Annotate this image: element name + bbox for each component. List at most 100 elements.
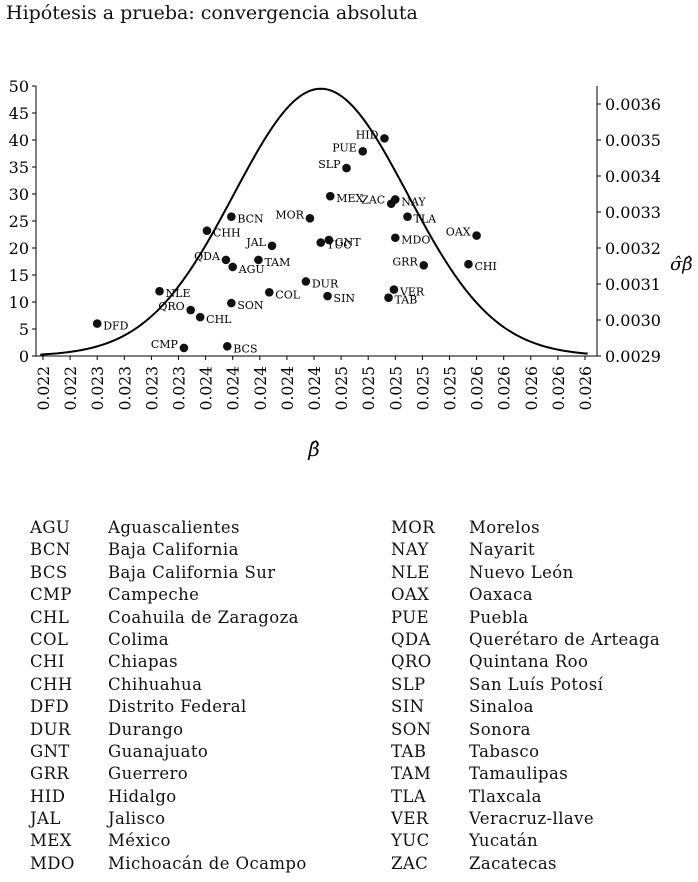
point-label-gnt: GNT bbox=[335, 236, 361, 249]
right-tick-label: 0.0031 bbox=[605, 275, 661, 294]
right-tick-label: 0.0030 bbox=[605, 311, 661, 330]
legend-abbr: TAM bbox=[391, 764, 432, 784]
chart-title: Hipótesis a prueba: convergencia absolut… bbox=[6, 2, 418, 24]
x-axis-label: β̂ bbox=[307, 437, 320, 461]
x-tick-label: 0.023 bbox=[89, 366, 107, 410]
legend-abbr: CHL bbox=[30, 607, 70, 627]
legend-name: Nayarit bbox=[469, 540, 536, 560]
left-tick-label: 15 bbox=[9, 266, 29, 285]
point-gnt bbox=[324, 235, 334, 245]
point-son bbox=[227, 298, 236, 308]
legend-name: Querétaro de Arteaga bbox=[469, 629, 661, 649]
point-sin bbox=[323, 291, 332, 301]
point-label-ver: VER bbox=[399, 286, 425, 299]
point-mdo bbox=[391, 233, 400, 243]
legend-name: México bbox=[108, 831, 171, 851]
point-qro bbox=[186, 305, 195, 315]
point-label-sin: SIN bbox=[334, 292, 356, 305]
left-tick-label: 45 bbox=[9, 104, 29, 123]
x-tick-label: 0.025 bbox=[442, 366, 460, 410]
left-tick-label: 50 bbox=[9, 77, 29, 96]
legend-abbr: YUC bbox=[391, 831, 430, 851]
legend-name: Quintana Roo bbox=[469, 652, 589, 672]
point-chi bbox=[464, 259, 473, 269]
point-mor bbox=[305, 214, 315, 223]
point-qda bbox=[221, 255, 231, 265]
point-label-dfd: DFD bbox=[103, 320, 128, 333]
legend-name: Distrito Federal bbox=[108, 697, 247, 717]
left-tick-label: 40 bbox=[9, 131, 29, 150]
legend-name: Guanajuato bbox=[108, 741, 209, 761]
legend-abbr: BCS bbox=[30, 562, 68, 582]
legend-name: Chiapas bbox=[108, 652, 179, 672]
normal-curve bbox=[40, 87, 588, 356]
point-pue bbox=[358, 147, 368, 156]
legend-abbr: PUE bbox=[391, 607, 429, 627]
point-label-mex: MEX bbox=[336, 192, 363, 205]
legend-name: Sinaloa bbox=[469, 697, 534, 717]
x-tick-label: 0.024 bbox=[252, 366, 270, 411]
x-tick-label: 0.025 bbox=[360, 366, 378, 410]
left-tick-label: 25 bbox=[9, 212, 29, 231]
legend-abbr: CHH bbox=[30, 674, 73, 694]
x-tick-label: 0.026 bbox=[469, 366, 487, 410]
legend-name: Morelos bbox=[469, 518, 540, 537]
axis-labels: β̂ σ̂β̂ bbox=[307, 254, 692, 461]
x-tick-label: 0.025 bbox=[387, 366, 405, 410]
x-tick-label: 0.023 bbox=[116, 366, 134, 410]
point-slp bbox=[342, 163, 351, 173]
point-label-cmp: CMP bbox=[151, 338, 179, 351]
right-tick-label: 0.0032 bbox=[605, 239, 661, 258]
point-bcn bbox=[227, 212, 236, 221]
point-mex bbox=[325, 191, 335, 201]
point-col bbox=[264, 287, 274, 297]
left-tick-label: 30 bbox=[9, 185, 29, 204]
right-tick-label: 0.0036 bbox=[605, 95, 661, 114]
legend-abbr: GRR bbox=[30, 764, 70, 784]
point-label-qro: QRO bbox=[158, 300, 184, 313]
point-bcs bbox=[222, 341, 232, 351]
right-axis-label: σ̂β̂ bbox=[670, 254, 693, 275]
x-tick-label: 0.024 bbox=[225, 366, 243, 411]
x-tick-label: 0.026 bbox=[496, 366, 514, 410]
left-tick-label: 20 bbox=[9, 239, 29, 258]
point-label-chl: CHL bbox=[206, 313, 232, 326]
point-chl bbox=[195, 312, 205, 322]
point-label-col: COL bbox=[275, 288, 300, 301]
legend-abbr: NLE bbox=[391, 562, 430, 582]
legend-abbr: NAY bbox=[391, 540, 429, 560]
point-hid bbox=[380, 134, 389, 143]
point-nle bbox=[155, 286, 164, 296]
point-label-son: SON bbox=[237, 299, 264, 312]
point-label-zac: ZAC bbox=[361, 194, 385, 207]
left-axis-ticks: 0 5 10 15 20 25 30 35 40 45 50 bbox=[9, 77, 36, 366]
legend-name: Jalisco bbox=[108, 809, 166, 829]
legend-name: Chihuahua bbox=[108, 674, 203, 694]
x-tick-label: 0.023 bbox=[143, 366, 161, 410]
legend-name: Aguascalientes bbox=[108, 518, 240, 537]
legend-name: Yucatán bbox=[469, 831, 539, 851]
point-tab bbox=[384, 293, 393, 302]
legend-abbr: SON bbox=[391, 719, 432, 739]
axes bbox=[35, 86, 598, 357]
x-tick-label: 0.026 bbox=[523, 366, 541, 410]
point-label-tab: TAB bbox=[395, 294, 418, 307]
legend-abbr: GNT bbox=[30, 741, 70, 761]
legend-abbr: CHI bbox=[30, 652, 65, 672]
point-label-slp: SLP bbox=[318, 158, 341, 171]
point-label-chh: CHH bbox=[213, 227, 241, 240]
point-zac bbox=[386, 199, 396, 209]
legend-name: Oaxaca bbox=[469, 585, 533, 605]
right-tick-label: 0.0035 bbox=[605, 131, 661, 150]
legend-abbr: JAL bbox=[30, 809, 61, 829]
legend-abbr: SIN bbox=[391, 697, 425, 717]
right-tick-label: 0.0033 bbox=[605, 203, 661, 222]
legend-abbr: BCN bbox=[30, 540, 71, 560]
point-agu bbox=[228, 262, 237, 272]
legend-abbr: DFD bbox=[30, 697, 70, 717]
legend-abbr: VER bbox=[391, 809, 429, 829]
legend-abbr: DUR bbox=[30, 719, 71, 739]
legend-name: San Luís Potosí bbox=[469, 674, 604, 694]
